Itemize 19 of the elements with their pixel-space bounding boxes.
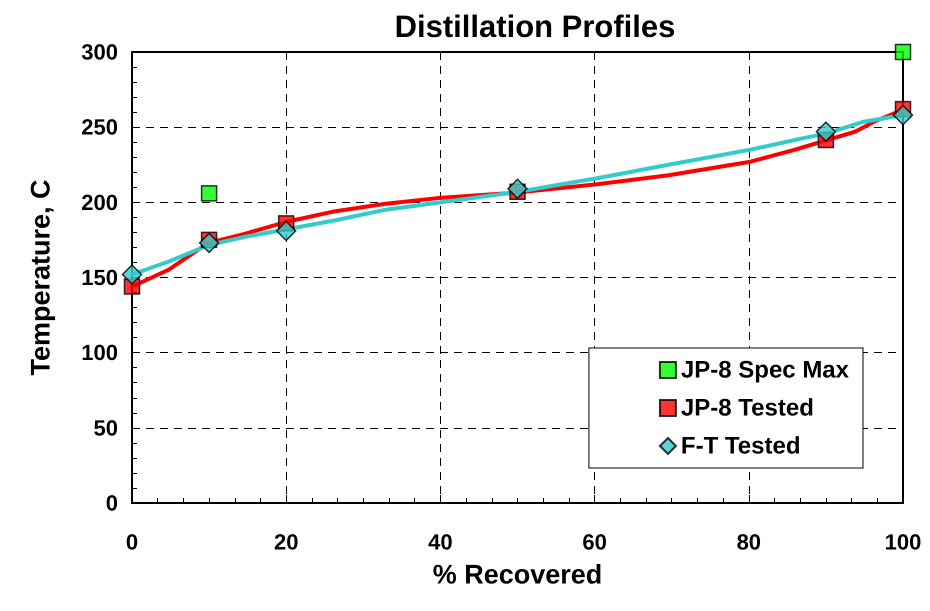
legend-label: JP-8 Spec Max [680,356,850,384]
x-tick-label: 20 [274,530,298,554]
y-axis-title: Temperature, C [26,179,56,376]
y-tick-label: 250 [81,114,118,140]
y-tick-label: 200 [81,190,118,215]
x-tick-label: 60 [582,530,607,554]
y-tick-label: 300 [81,40,118,64]
y-tick-label: 100 [81,340,118,366]
x-tick-label: 100 [884,530,922,554]
y-tick-label: 0 [106,490,118,516]
legend-label: F-T Tested [680,432,800,460]
x-axis-title: % Recovered [432,560,602,590]
chart-title: Distillation Profiles [394,9,676,44]
y-tick-label: 150 [81,265,118,290]
legend-label: JP-8 Tested [680,394,814,422]
x-tick-label: 80 [736,530,762,554]
y-tick-label: 50 [94,415,118,440]
x-tick-label: 0 [126,530,138,554]
x-tick-label: 40 [428,530,453,554]
